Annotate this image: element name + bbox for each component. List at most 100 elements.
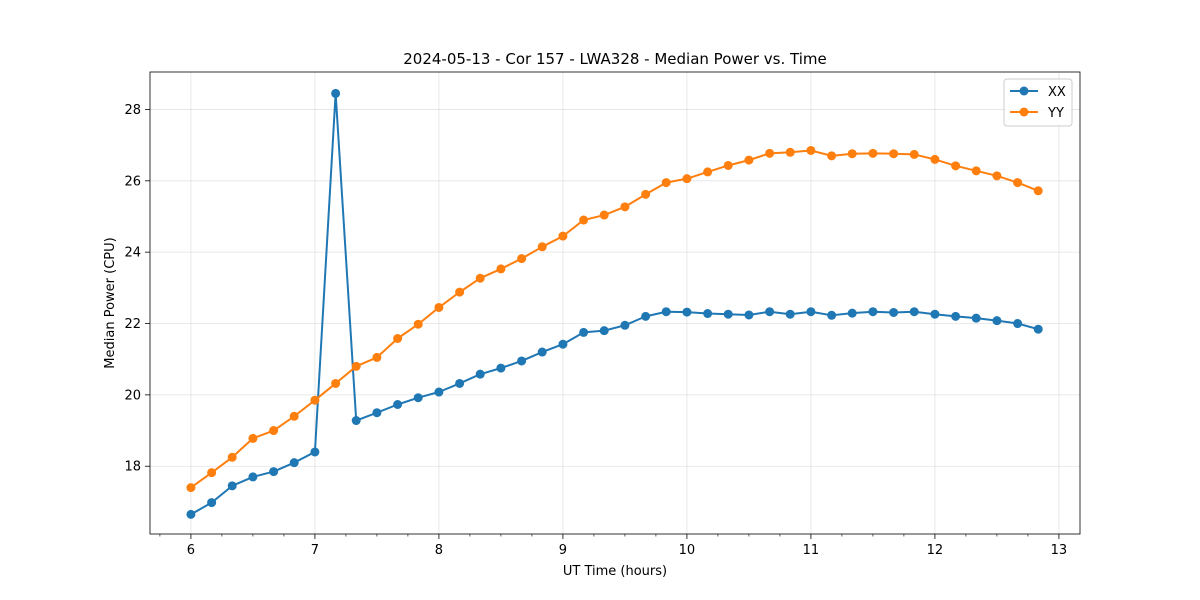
- data-point-yy: [207, 468, 217, 478]
- data-point-yy: [868, 148, 878, 158]
- data-point-xx: [661, 307, 671, 317]
- data-point-yy: [1013, 178, 1023, 188]
- legend-marker-yy: [1019, 107, 1029, 117]
- y-tick-label: 26: [124, 174, 141, 189]
- data-point-xx: [723, 309, 733, 319]
- data-point-yy: [475, 273, 485, 283]
- data-point-yy: [744, 155, 754, 165]
- data-point-xx: [455, 378, 465, 388]
- chart-title: 2024-05-13 - Cor 157 - LWA328 - Median P…: [403, 50, 827, 68]
- data-point-xx: [1013, 319, 1023, 329]
- data-point-yy: [723, 160, 733, 170]
- data-point-xx: [703, 309, 713, 319]
- data-point-xx: [537, 347, 547, 357]
- data-point-yy: [331, 378, 341, 388]
- x-tick-label: 12: [927, 543, 944, 558]
- data-point-yy: [889, 149, 899, 159]
- x-tick-label: 6: [187, 543, 195, 558]
- data-point-xx: [310, 447, 320, 457]
- data-point-yy: [599, 210, 609, 220]
- data-point-yy: [517, 254, 527, 264]
- data-point-xx: [827, 310, 837, 320]
- data-point-yy: [372, 352, 382, 362]
- data-point-yy: [827, 151, 837, 161]
- data-point-yy: [703, 167, 713, 177]
- data-point-xx: [289, 458, 299, 468]
- x-tick-label: 8: [435, 543, 443, 558]
- data-point-xx: [186, 509, 196, 519]
- y-tick-label: 28: [124, 103, 141, 118]
- data-point-yy: [579, 215, 589, 225]
- data-point-yy: [310, 395, 320, 405]
- data-point-xx: [909, 307, 919, 317]
- data-point-xx: [889, 307, 899, 317]
- data-point-yy: [992, 171, 1002, 181]
- legend: XX YY: [1003, 78, 1073, 127]
- data-point-yy: [951, 161, 961, 171]
- ticks: 6 7 8 9 10 11 12 13 18 20 22 24 26 28: [124, 103, 1067, 558]
- data-point-xx: [227, 481, 237, 491]
- x-tick-label: 11: [803, 543, 820, 558]
- y-tick-label: 18: [124, 460, 141, 475]
- data-point-xx: [579, 327, 589, 337]
- data-point-yy: [909, 149, 919, 159]
- data-point-yy: [661, 178, 671, 188]
- data-point-xx: [434, 387, 444, 397]
- data-point-yy: [455, 287, 465, 297]
- y-tick-label: 22: [124, 317, 141, 332]
- data-point-yy: [351, 361, 361, 371]
- data-point-xx: [847, 308, 857, 318]
- data-point-yy: [641, 189, 651, 199]
- x-tick-label: 10: [679, 543, 696, 558]
- data-point-yy: [930, 154, 940, 164]
- x-tick-label: 7: [311, 543, 319, 558]
- data-point-xx: [331, 88, 341, 98]
- data-point-xx: [269, 467, 279, 477]
- data-point-xx: [248, 472, 258, 482]
- data-point-yy: [537, 242, 547, 252]
- data-point-xx: [599, 326, 609, 336]
- data-point-xx: [1033, 324, 1043, 334]
- data-point-yy: [1033, 186, 1043, 196]
- data-point-xx: [744, 310, 754, 320]
- data-point-xx: [930, 309, 940, 319]
- data-point-yy: [847, 149, 857, 159]
- data-point-xx: [868, 307, 878, 317]
- y-axis-label: Median Power (CPU): [103, 237, 118, 368]
- data-point-yy: [413, 319, 423, 329]
- x-axis-label: UT Time (hours): [563, 564, 667, 579]
- y-tick-label: 20: [124, 388, 141, 403]
- data-point-yy: [393, 333, 403, 343]
- data-point-yy: [558, 231, 568, 241]
- x-tick-label: 9: [559, 543, 567, 558]
- x-tick-label: 13: [1051, 543, 1068, 558]
- series-yy: [186, 145, 1043, 493]
- plot-frame: [149, 71, 1081, 535]
- data-point-yy: [496, 264, 506, 274]
- data-point-yy: [971, 166, 981, 176]
- data-point-yy: [227, 452, 237, 462]
- data-point-yy: [248, 433, 258, 443]
- data-point-xx: [372, 408, 382, 418]
- data-point-xx: [765, 307, 775, 317]
- data-point-xx: [413, 393, 423, 403]
- data-point-xx: [351, 416, 361, 426]
- data-point-xx: [971, 313, 981, 323]
- legend-label-xx: XX: [1048, 85, 1066, 100]
- data-point-yy: [682, 174, 692, 184]
- data-point-xx: [620, 320, 630, 330]
- data-point-xx: [517, 356, 527, 366]
- data-point-yy: [765, 148, 775, 158]
- data-point-yy: [269, 426, 279, 436]
- data-point-yy: [806, 145, 816, 155]
- series-xx: [186, 88, 1043, 519]
- data-point-yy: [785, 147, 795, 157]
- data-point-yy: [434, 302, 444, 312]
- data-point-xx: [806, 307, 816, 317]
- data-point-xx: [641, 311, 651, 321]
- data-point-yy: [289, 411, 299, 421]
- data-point-xx: [992, 316, 1002, 326]
- data-point-xx: [393, 399, 403, 409]
